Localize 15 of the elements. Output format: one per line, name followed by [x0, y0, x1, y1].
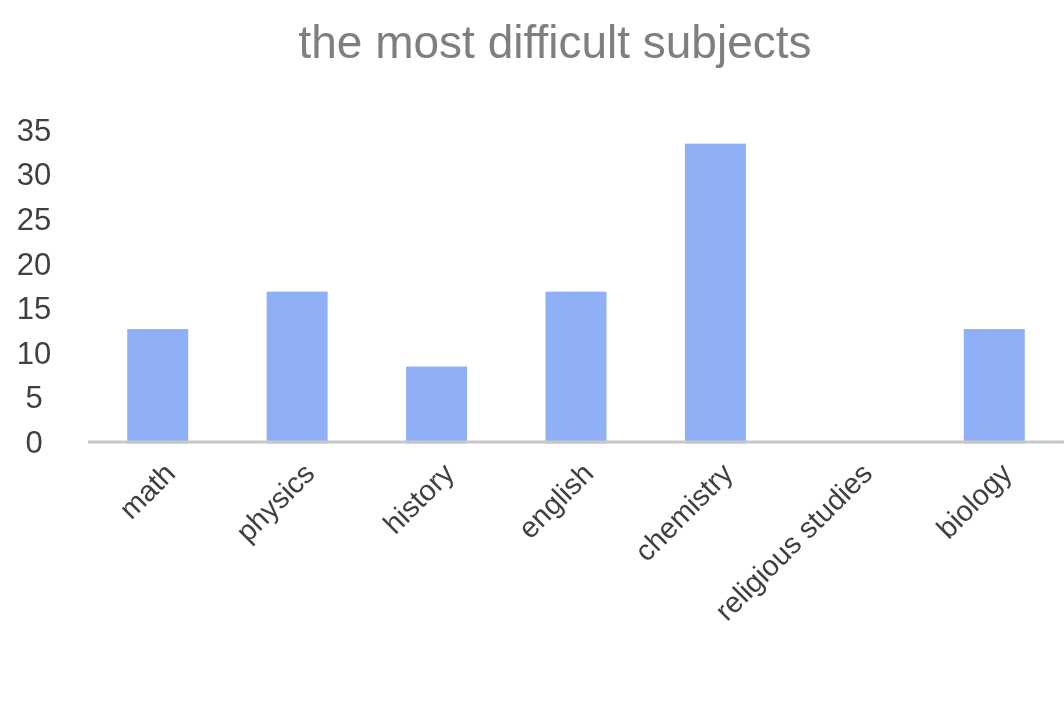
y-tick-label: 5: [25, 380, 43, 416]
bar: [266, 291, 328, 444]
bar: [684, 143, 746, 444]
y-tick-label: 0: [25, 424, 43, 460]
bar: [545, 291, 607, 444]
chart-title: the most difficult subjects: [298, 16, 812, 68]
y-tick-label: 10: [16, 335, 52, 371]
bar: [127, 329, 189, 444]
y-tick-label: 25: [16, 201, 52, 237]
bar: [963, 329, 1025, 444]
bar: [406, 366, 468, 444]
y-tick-label: 30: [16, 157, 52, 193]
y-tick-label: 15: [16, 291, 52, 327]
y-tick-label: 20: [16, 246, 52, 282]
y-tick-label: 35: [16, 112, 52, 148]
